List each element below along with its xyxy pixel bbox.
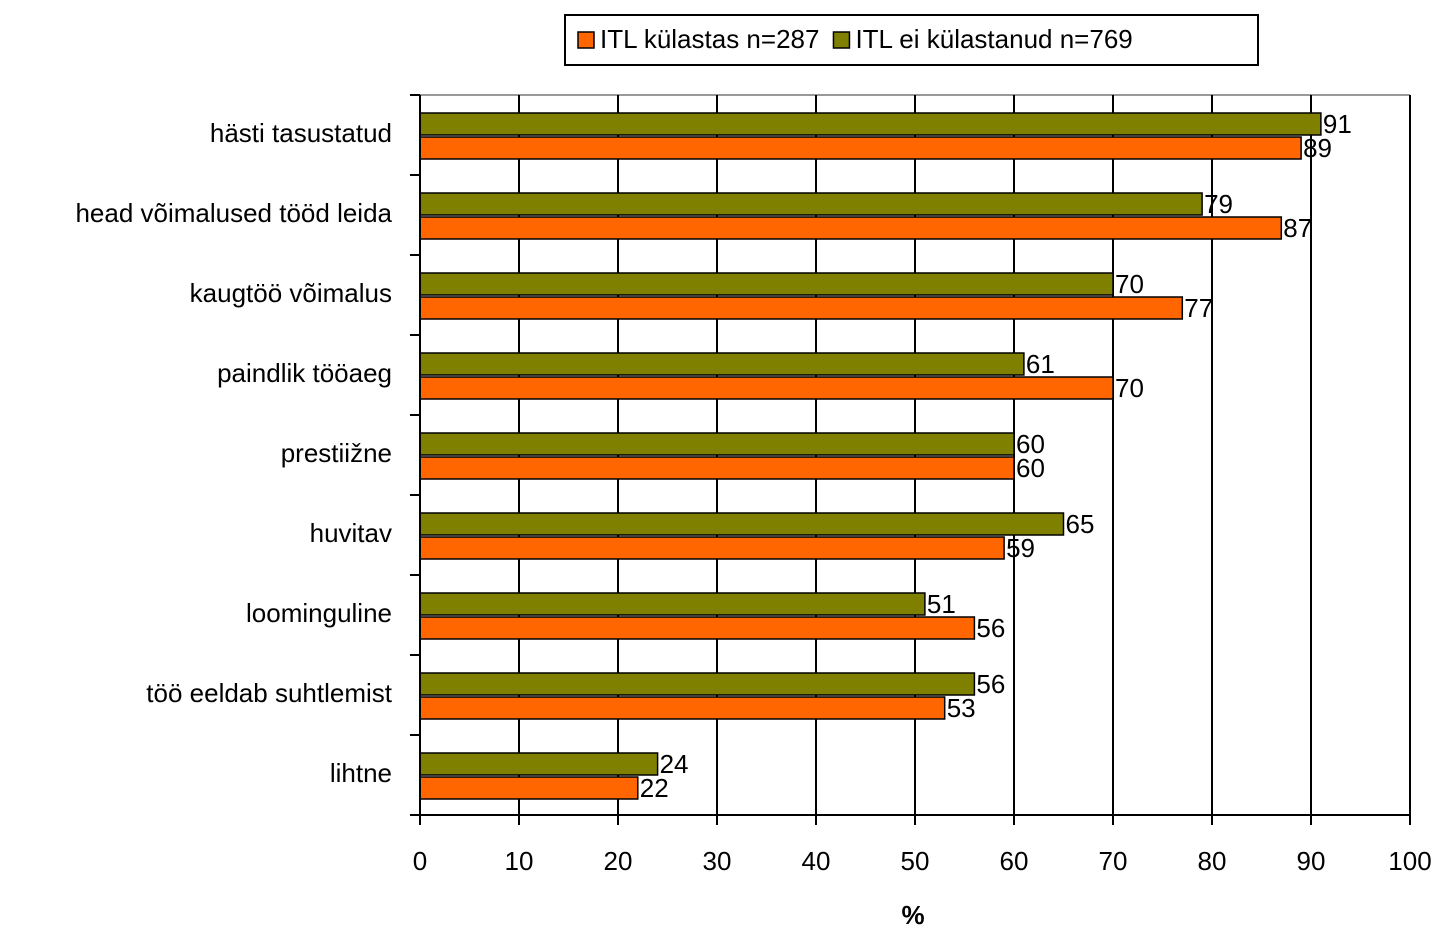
x-tick-label: 60 (1000, 846, 1029, 876)
bar (419, 272, 1114, 296)
bar (419, 536, 1005, 560)
bar (419, 672, 976, 696)
data-label: 89 (1303, 133, 1332, 163)
x-tick-label: 80 (1198, 846, 1227, 876)
y-tick-label: prestiižne (281, 438, 392, 468)
bar (419, 456, 1015, 480)
data-label: 60 (1016, 453, 1045, 483)
data-label: 24 (660, 749, 689, 779)
bar (419, 752, 659, 776)
bar (419, 376, 1114, 400)
x-tick-label: 90 (1297, 846, 1326, 876)
x-tick-label: 30 (703, 846, 732, 876)
bar (419, 776, 639, 800)
y-tick-label: huvitav (310, 518, 392, 548)
bar (419, 512, 1065, 536)
y-tick-label: töö eeldab suhtlemist (146, 678, 392, 708)
data-label: 60 (1016, 429, 1045, 459)
bar (419, 696, 946, 720)
data-label: 70 (1115, 269, 1144, 299)
bar (419, 112, 1322, 136)
data-label: 56 (976, 613, 1005, 643)
data-label: 53 (947, 693, 976, 723)
legend-box (564, 14, 1259, 66)
data-label: 91 (1323, 109, 1352, 139)
x-axis-label: % (901, 900, 924, 930)
y-tick-label: paindlik tööaeg (217, 358, 392, 388)
data-label: 79 (1204, 189, 1233, 219)
x-tick-label: 50 (901, 846, 930, 876)
data-label: 87 (1283, 213, 1312, 243)
data-label: 77 (1184, 293, 1213, 323)
y-tick-label: head võimalused tööd leida (75, 198, 392, 228)
data-label: 56 (976, 669, 1005, 699)
x-tick-label: 40 (802, 846, 831, 876)
legend-swatch (577, 31, 595, 49)
x-tick-label: 0 (413, 846, 427, 876)
legend-label: ITL külastas n=287 (600, 24, 819, 54)
data-label: 61 (1026, 349, 1055, 379)
y-tick-label: hästi tasustatud (210, 118, 392, 148)
bar (419, 192, 1203, 216)
bar (419, 592, 926, 616)
bar (419, 616, 976, 640)
data-label: 59 (1006, 533, 1035, 563)
x-tick-label: 10 (505, 846, 534, 876)
y-tick-label: kaugtöö võimalus (190, 278, 392, 308)
data-label: 51 (927, 589, 956, 619)
x-tick-label: 20 (604, 846, 633, 876)
x-tick-label: 70 (1099, 846, 1128, 876)
data-label: 22 (640, 773, 669, 803)
legend-swatch (832, 31, 851, 49)
bar (419, 432, 1015, 456)
data-label: 65 (1066, 509, 1095, 539)
y-tick-label: loominguline (246, 598, 392, 628)
y-tick-label: lihtne (330, 758, 392, 788)
bar (419, 216, 1283, 240)
bar (419, 296, 1184, 320)
legend-label: ITL ei külastanud n=769 (855, 24, 1132, 54)
x-tick-label: 100 (1388, 846, 1431, 876)
data-label: 70 (1115, 373, 1144, 403)
bar (419, 136, 1302, 160)
bar (419, 352, 1025, 376)
